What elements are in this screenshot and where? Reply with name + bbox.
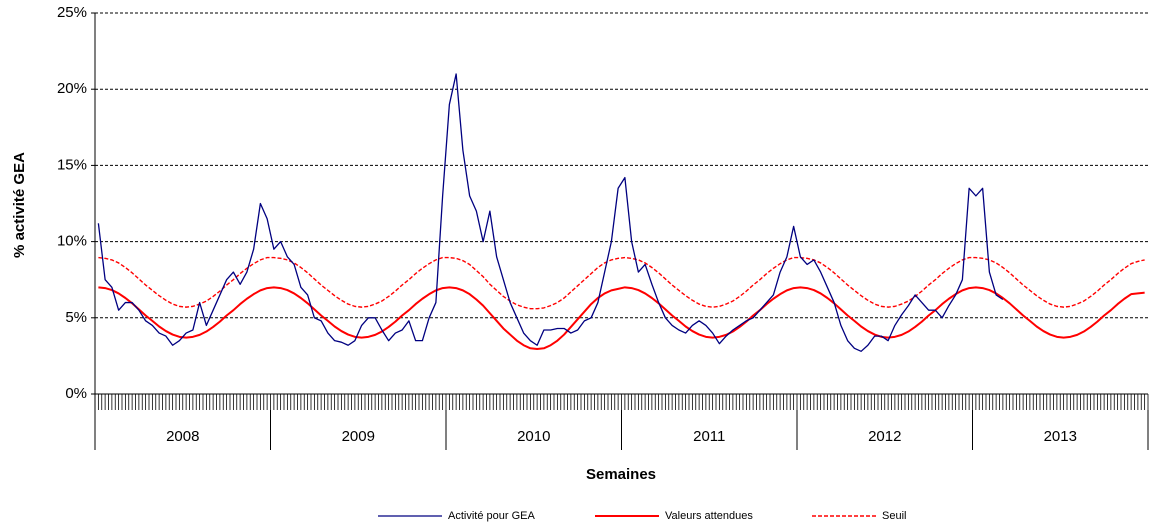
y-tick-label: 0% [65,385,87,402]
x-axis-label: Semaines [586,466,656,483]
series-line [98,256,1145,310]
year-label: 2011 [693,428,725,445]
y-tick-label: 15% [57,156,87,173]
y-axis-label: % activité GEA [11,152,28,258]
year-label: 2013 [1044,428,1077,445]
legend-label: Seuil [882,510,906,522]
legend-label: Valeurs attendues [665,510,753,522]
y-tick-label: 5% [65,309,87,326]
year-label: 2008 [166,428,199,445]
legend-label: Activité pour GEA [448,510,535,522]
series-line [97,73,1004,352]
year-label: 2010 [517,428,550,445]
year-label: 2009 [342,428,375,445]
y-tick-label: 20% [57,80,87,97]
series-line [98,286,1145,351]
year-label: 2012 [868,428,901,445]
y-tick-label: 25% [57,4,87,21]
y-tick-label: 10% [57,233,87,250]
